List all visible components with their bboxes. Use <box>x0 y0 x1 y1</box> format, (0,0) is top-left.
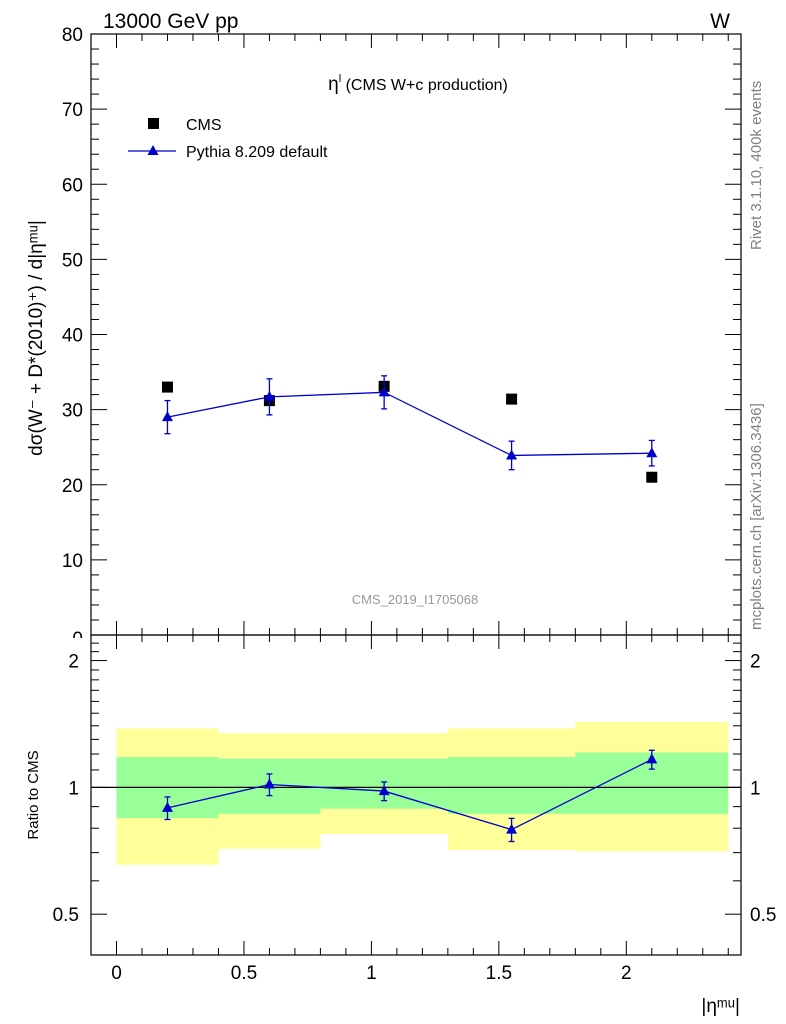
main-y-tick-label: 30 <box>62 401 83 422</box>
legend-cms-label: CMS <box>186 117 222 134</box>
ratio-y-tick-label-left: 2 <box>68 652 79 673</box>
main-y-tick-label: 20 <box>62 476 83 497</box>
pythia-main-point <box>263 390 275 401</box>
main-y-axis-label: dσ(W⁻ + D*(2010)⁺) / d|ηᵐᵘ| <box>26 220 47 456</box>
cms-data-point <box>506 393 518 405</box>
legend-pythia-marker <box>147 145 159 155</box>
cms-data-point <box>646 471 658 483</box>
x-axis-label: |ηᵐᵘ| <box>701 996 740 1017</box>
ratio-y-tick-label-right: 1 <box>750 778 761 799</box>
x-tick-label: 0.5 <box>231 963 257 984</box>
title-rest: (CMS W+c production) <box>341 77 508 94</box>
cms-data-point <box>161 381 173 393</box>
ratio-y-tick-label-left: 0.5 <box>53 905 79 926</box>
inner-band-3 <box>447 757 576 814</box>
ratio-panel: 0 0.5 1 1.5 2 0.5 0.5 1 1 2 2 <box>53 634 776 984</box>
main-y-tick-label: 10 <box>62 551 83 572</box>
main-y-tick-label: 60 <box>62 175 83 196</box>
ratio-y-tick-label-right: 2 <box>750 652 761 673</box>
main-y-tick-label: 70 <box>62 100 83 121</box>
beam-label: 13000 GeV pp <box>103 10 238 33</box>
pythia-ratio-point <box>263 778 275 789</box>
main-y-tick-label-zero: 0 <box>72 629 83 650</box>
ratio-y-tick-label-left: 1 <box>68 778 79 799</box>
x-tick-label: 2 <box>621 963 632 984</box>
x-tick-label: 1 <box>366 963 377 984</box>
pythia-ratio-point <box>161 801 173 812</box>
watermark: CMS_2019_I1705068 <box>352 592 479 607</box>
pythia-main-point <box>646 447 658 458</box>
pythia-main-point <box>378 386 390 397</box>
main-y-tick-label: 40 <box>62 326 83 347</box>
main-panel: 10 20 30 40 50 60 70 80 0 <box>62 25 742 650</box>
pythia-main-point <box>506 449 518 460</box>
legend: CMS Pythia 8.209 default <box>128 117 328 161</box>
ratio-y-tick-label-right: 0.5 <box>750 905 776 926</box>
source-label: mcplots.cern.ch [arXiv:1306.3436] <box>748 403 765 630</box>
title-main: η <box>328 74 339 95</box>
x-tick-label: 1.5 <box>486 963 512 984</box>
rivet-label: Rivet 3.1.10, 400k events <box>748 81 765 250</box>
main-y-tick-label: 50 <box>62 250 83 271</box>
process-label: W <box>710 10 730 33</box>
legend-pythia-label: Pythia 8.209 default <box>186 144 328 161</box>
title-sup: l <box>339 73 341 85</box>
pythia-ratio-point <box>646 753 658 764</box>
legend-cms-marker <box>148 118 159 129</box>
main-y-tick-label: 80 <box>62 25 83 46</box>
x-tick-label: 0 <box>111 963 122 984</box>
pythia-ratio-point <box>378 785 390 796</box>
plot-title: ηl (CMS W+c production) <box>328 73 508 95</box>
ratio-y-axis-label: Ratio to CMS <box>25 750 42 839</box>
pythia-main-line <box>167 391 652 457</box>
ratio-frame <box>90 634 742 956</box>
pythia-ratio-point <box>506 823 518 834</box>
pythia-main-point <box>161 411 173 422</box>
